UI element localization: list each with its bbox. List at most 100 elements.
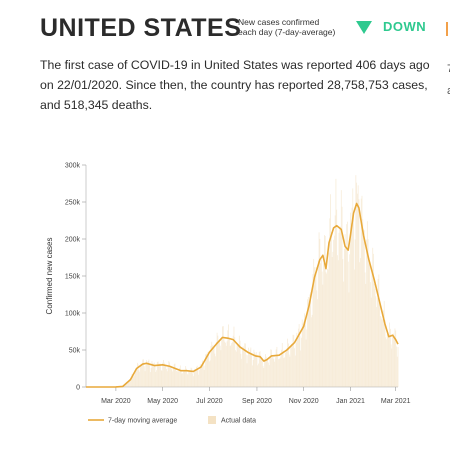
actual-data-bar <box>149 364 151 387</box>
actual-data-bar <box>194 368 196 387</box>
actual-data-bar <box>348 292 350 387</box>
actual-data-bar <box>350 223 352 387</box>
actual-data-bar <box>191 368 193 387</box>
actual-data-bar <box>207 351 209 387</box>
actual-data-bar <box>175 369 177 387</box>
actual-data-bar <box>262 366 264 387</box>
actual-data-bar <box>264 358 266 387</box>
actual-data-bar <box>166 371 168 387</box>
actual-data-bar <box>358 199 360 387</box>
summary-line-1: The first case of COVID-19 in United Sta… <box>40 58 430 72</box>
actual-data-bar <box>382 319 384 387</box>
actual-data-bar <box>239 340 241 387</box>
actual-data-bar <box>341 206 343 387</box>
actual-data-bar <box>294 355 296 387</box>
actual-data-bar <box>298 324 300 387</box>
actual-data-bar <box>340 226 341 387</box>
actual-data-bar <box>174 363 176 387</box>
summary-line-3: and 518,345 deaths. <box>40 98 153 112</box>
actual-data-bar <box>243 349 245 387</box>
actual-data-bar <box>317 299 318 387</box>
actual-data-bar <box>380 317 382 387</box>
actual-data-bar <box>235 351 237 387</box>
actual-data-bar <box>310 292 312 387</box>
actual-data-bar <box>315 267 317 387</box>
actual-data-bar <box>225 342 226 387</box>
actual-data-bar <box>155 371 157 387</box>
actual-data-bar <box>186 373 188 387</box>
actual-data-bar <box>360 258 361 387</box>
country-title: UNITED STATES <box>40 14 242 42</box>
actual-data-bar <box>203 369 205 387</box>
actual-data-bar <box>230 345 232 387</box>
actual-data-bar <box>376 298 378 387</box>
actual-data-bar <box>202 360 203 387</box>
actual-data-bar <box>258 363 259 387</box>
actual-data-bar <box>171 369 173 387</box>
actual-data-bar <box>212 345 213 387</box>
actual-data-bar <box>130 377 132 387</box>
x-tick-label: Mar 2021 <box>381 398 411 405</box>
actual-data-bar <box>284 357 285 387</box>
actual-data-bar <box>301 337 302 387</box>
actual-data-bar <box>136 362 138 387</box>
actual-data-bar <box>337 255 338 387</box>
actual-data-bar <box>238 335 240 387</box>
actual-data-bar <box>189 370 190 387</box>
actual-data-bar <box>146 362 148 387</box>
actual-data-bar <box>165 364 167 387</box>
actual-data-bar <box>164 365 166 387</box>
actual-data-bar <box>276 346 278 387</box>
actual-data-bar <box>272 357 274 387</box>
y-tick-label: 100k <box>65 311 81 318</box>
actual-data-bar <box>365 283 367 387</box>
actual-data-bar <box>141 364 143 387</box>
actual-data-bar <box>265 356 267 387</box>
x-tick-label: Sep 2020 <box>242 398 272 405</box>
actual-data-bar <box>252 360 254 387</box>
actual-data-bar <box>231 343 233 387</box>
actual-data-bar <box>169 362 170 387</box>
actual-data-bar <box>279 358 281 387</box>
actual-data-bar <box>288 354 290 387</box>
actual-data-bar <box>360 198 362 387</box>
moving-average-line-group <box>86 202 399 388</box>
actual-data-bar <box>386 334 388 387</box>
actual-data-bar <box>253 349 255 387</box>
actual-data-bar <box>208 351 210 387</box>
actual-data-bar <box>212 346 214 387</box>
actual-data-bar <box>369 260 371 387</box>
actual-data-bar <box>347 221 348 387</box>
actual-data-bar <box>371 272 373 387</box>
actual-data-bar <box>130 380 131 387</box>
actual-data-bar <box>278 359 279 387</box>
actual-data-bar <box>362 219 364 387</box>
actual-data-bar <box>323 263 325 387</box>
actual-data-bar <box>391 348 393 387</box>
actual-data-bar <box>268 362 269 387</box>
actual-data-bar <box>370 297 372 387</box>
actual-data-bar <box>373 283 375 387</box>
actual-data-bar <box>299 335 301 387</box>
actual-data-bar <box>170 367 172 387</box>
actual-data-bar <box>305 339 307 387</box>
actual-data-bar <box>379 302 381 387</box>
actual-data-bar <box>150 368 152 387</box>
actual-data-bar <box>322 284 324 387</box>
trend-description-line-1: New cases confirmed <box>238 17 320 27</box>
actual-data-bar <box>209 360 211 387</box>
y-tick-label: 200k <box>65 237 81 244</box>
actual-data-bar <box>274 361 275 387</box>
actual-data-bar <box>318 232 320 387</box>
actual-data-bar <box>346 224 348 387</box>
legend-label-moving-average: 7-day moving average <box>108 418 177 425</box>
actual-data-bar <box>215 356 216 387</box>
actual-data-bar <box>285 351 287 387</box>
actual-data-bar <box>260 355 262 387</box>
actual-data-bar <box>167 365 169 387</box>
actual-data-bar <box>268 365 270 387</box>
summary-paragraph: The first case of COVID-19 in United Sta… <box>40 55 450 115</box>
actual-data-bar <box>199 370 200 387</box>
actual-data-bar <box>192 373 193 387</box>
x-tick-label: Nov 2020 <box>289 398 319 405</box>
